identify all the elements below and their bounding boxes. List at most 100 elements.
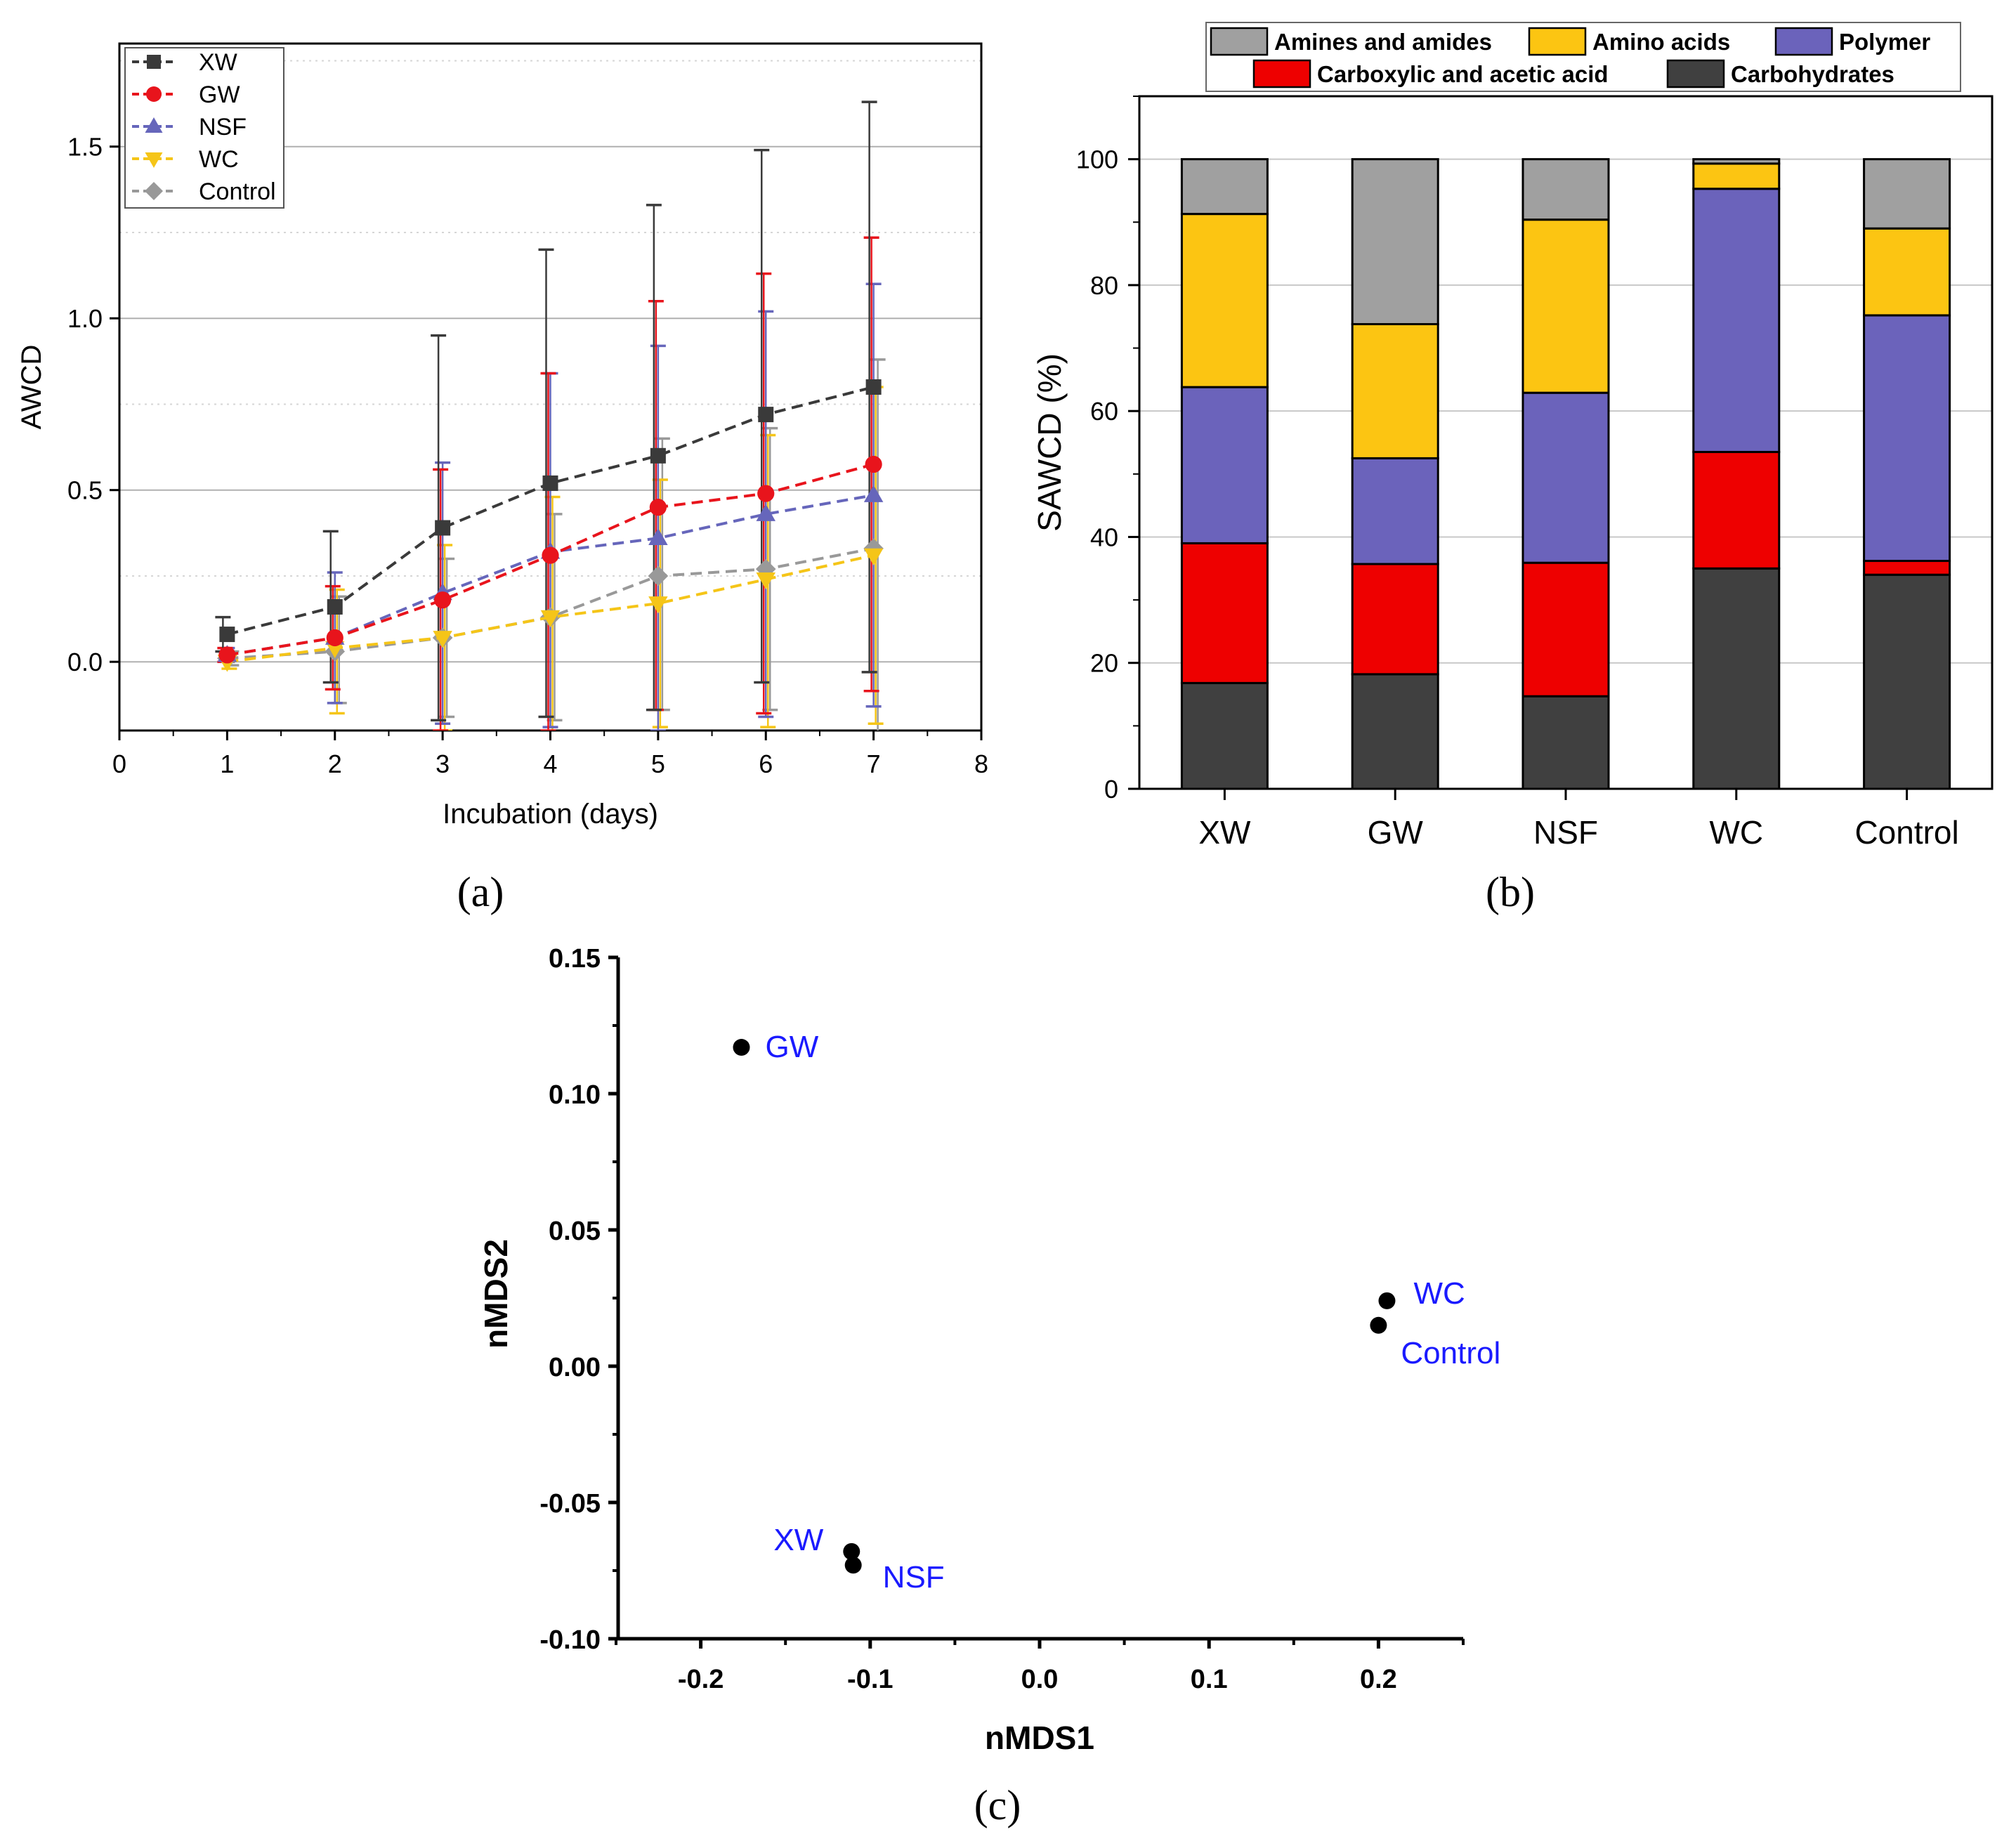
x-tick-label: 8 [974, 749, 988, 778]
data-point-NSF [863, 485, 884, 502]
data-point-Control [648, 565, 669, 587]
scatter-point-nsf [844, 1557, 862, 1574]
bar-segment-carbohydrates [1692, 567, 1781, 790]
data-point-XW [865, 379, 882, 395]
bar-segment-polymer [1692, 188, 1781, 453]
x-tick-label: -0.2 [678, 1665, 724, 1694]
legend-marker-Control [145, 182, 163, 200]
data-point-WC [433, 631, 452, 648]
data-point-XW [327, 598, 343, 615]
legend-label: Carboxylic and acetic acid [1317, 61, 1609, 87]
bar-segment-carbohydrates [1351, 673, 1439, 790]
panel-a-label: (a) [457, 869, 504, 915]
y-tick-label: -0.05 [539, 1489, 601, 1519]
x-tick-label: 7 [867, 749, 881, 778]
x-axis-title: nMDS1 [985, 1720, 1094, 1756]
scatter-point-control [1370, 1316, 1387, 1334]
bar-segment-amines-and-amides [1863, 158, 1951, 230]
data-point-XW [542, 475, 558, 491]
y-tick-label: -0.10 [539, 1625, 601, 1655]
y-axis-title: nMDS2 [478, 1239, 514, 1349]
legend-label-Control: Control [199, 178, 276, 205]
legend-label: Amino acids [1592, 29, 1730, 55]
y-tick-label: 0.0 [67, 648, 103, 676]
bar-segment-amines-and-amides [1351, 158, 1439, 325]
legend-label-NSF: NSF [199, 114, 247, 140]
legend-swatch [1210, 27, 1269, 56]
y-tick-label: 0 [1104, 775, 1118, 804]
plot-area [215, 100, 886, 731]
bar-segment-carboxylic-and-acetic-acid [1351, 563, 1439, 676]
panel-c-label: (c) [974, 1782, 1021, 1828]
data-point-GW [865, 455, 882, 473]
bar-segment-polymer [1351, 457, 1439, 565]
data-point-WC [325, 641, 345, 658]
y-tick-label: 100 [1076, 145, 1118, 174]
x-tick-label: Control [1854, 814, 1958, 851]
y-tick-label: 20 [1090, 649, 1118, 678]
x-tick-label: 2 [328, 749, 342, 778]
data-point-NSF [756, 504, 775, 521]
data-point-GW [542, 546, 559, 564]
y-tick-label: 1.5 [67, 133, 103, 162]
bar-segment-amino-acids [1180, 213, 1269, 388]
bar-segment-carbohydrates [1180, 681, 1269, 790]
y-tick-label: 40 [1090, 523, 1118, 551]
data-point-WC [756, 572, 775, 590]
x-tick-label: 0.1 [1191, 1665, 1228, 1694]
scatter-point-xw [843, 1542, 860, 1560]
data-point-WC [648, 596, 668, 614]
x-tick-label: 0.0 [1021, 1665, 1059, 1694]
scatter-point-wc [1378, 1292, 1396, 1309]
x-tick-label: 5 [651, 749, 665, 778]
legend-swatch [1774, 27, 1833, 56]
legend-swatch [1666, 59, 1725, 89]
scatter-point-gw [733, 1039, 750, 1056]
bar-segment-polymer [1521, 391, 1610, 564]
point-label-wc: WC [1413, 1276, 1465, 1311]
y-tick-label: 0.00 [549, 1353, 601, 1382]
data-point-XW [219, 627, 235, 643]
legend: Amines and amides Amino acids Polymer Carbo… [1205, 22, 1961, 92]
x-tick-label: 4 [543, 749, 557, 778]
data-point-GW [218, 646, 236, 664]
bar-segment-polymer [1180, 386, 1269, 544]
data-point-NSF [648, 528, 668, 546]
bar-segment-carbohydrates [1521, 695, 1610, 790]
panel-b-label: (b) [1486, 869, 1535, 915]
y-tick-label: 0.10 [549, 1080, 601, 1110]
x-axis-title: Incubation (days) [443, 799, 658, 830]
legend-label-WC: WC [199, 146, 239, 173]
panel-c-nmds-scatter-plot: -0.10 -0.05 0.00 0.05 0.10 0.15 -0.2 -0.1 0.0 0.1… [478, 944, 1500, 1756]
legend-label-XW: XW [199, 49, 237, 76]
x-tick-label: XW [1198, 814, 1251, 851]
x-tick-label: 6 [759, 749, 773, 778]
bar-segment-polymer [1863, 314, 1951, 563]
y-tick-label: 0.5 [67, 476, 103, 505]
legend-marker-XW [147, 55, 161, 69]
y-tick-label: 60 [1090, 397, 1118, 426]
bar-segment-amino-acids [1692, 162, 1781, 190]
data-point-WC [540, 610, 561, 627]
legend-label: Carbohydrates [1731, 61, 1894, 87]
legend-label: Polymer [1839, 29, 1930, 55]
bar-segment-carbohydrates [1863, 573, 1951, 790]
y-tick-label: 1.0 [67, 304, 103, 333]
y-tick-label: 0.05 [549, 1217, 601, 1246]
legend-swatch [1252, 59, 1311, 89]
legend-label-GW: GW [199, 81, 240, 108]
bar-segment-amino-acids [1521, 218, 1610, 394]
x-tick-label: 0 [112, 749, 126, 778]
data-point-GW [757, 485, 775, 502]
point-label-xw: XW [773, 1523, 823, 1557]
panel-b-sawcd-stacked-bar-chart: 0 20 40 60 80 100 SAWCD (%) XW GW NSF WC Control Ami… [1031, 22, 1994, 851]
bar-segment-amines-and-amides [1180, 158, 1269, 216]
point-label-gw: GW [765, 1030, 818, 1064]
x-tick-label: 1 [220, 749, 234, 778]
legend-marker-WC [145, 152, 163, 168]
y-tick-label: 80 [1090, 271, 1118, 300]
data-point-XW [650, 447, 666, 464]
y-axis-title: AWCD [16, 345, 47, 430]
x-tick-label: 3 [436, 749, 450, 778]
